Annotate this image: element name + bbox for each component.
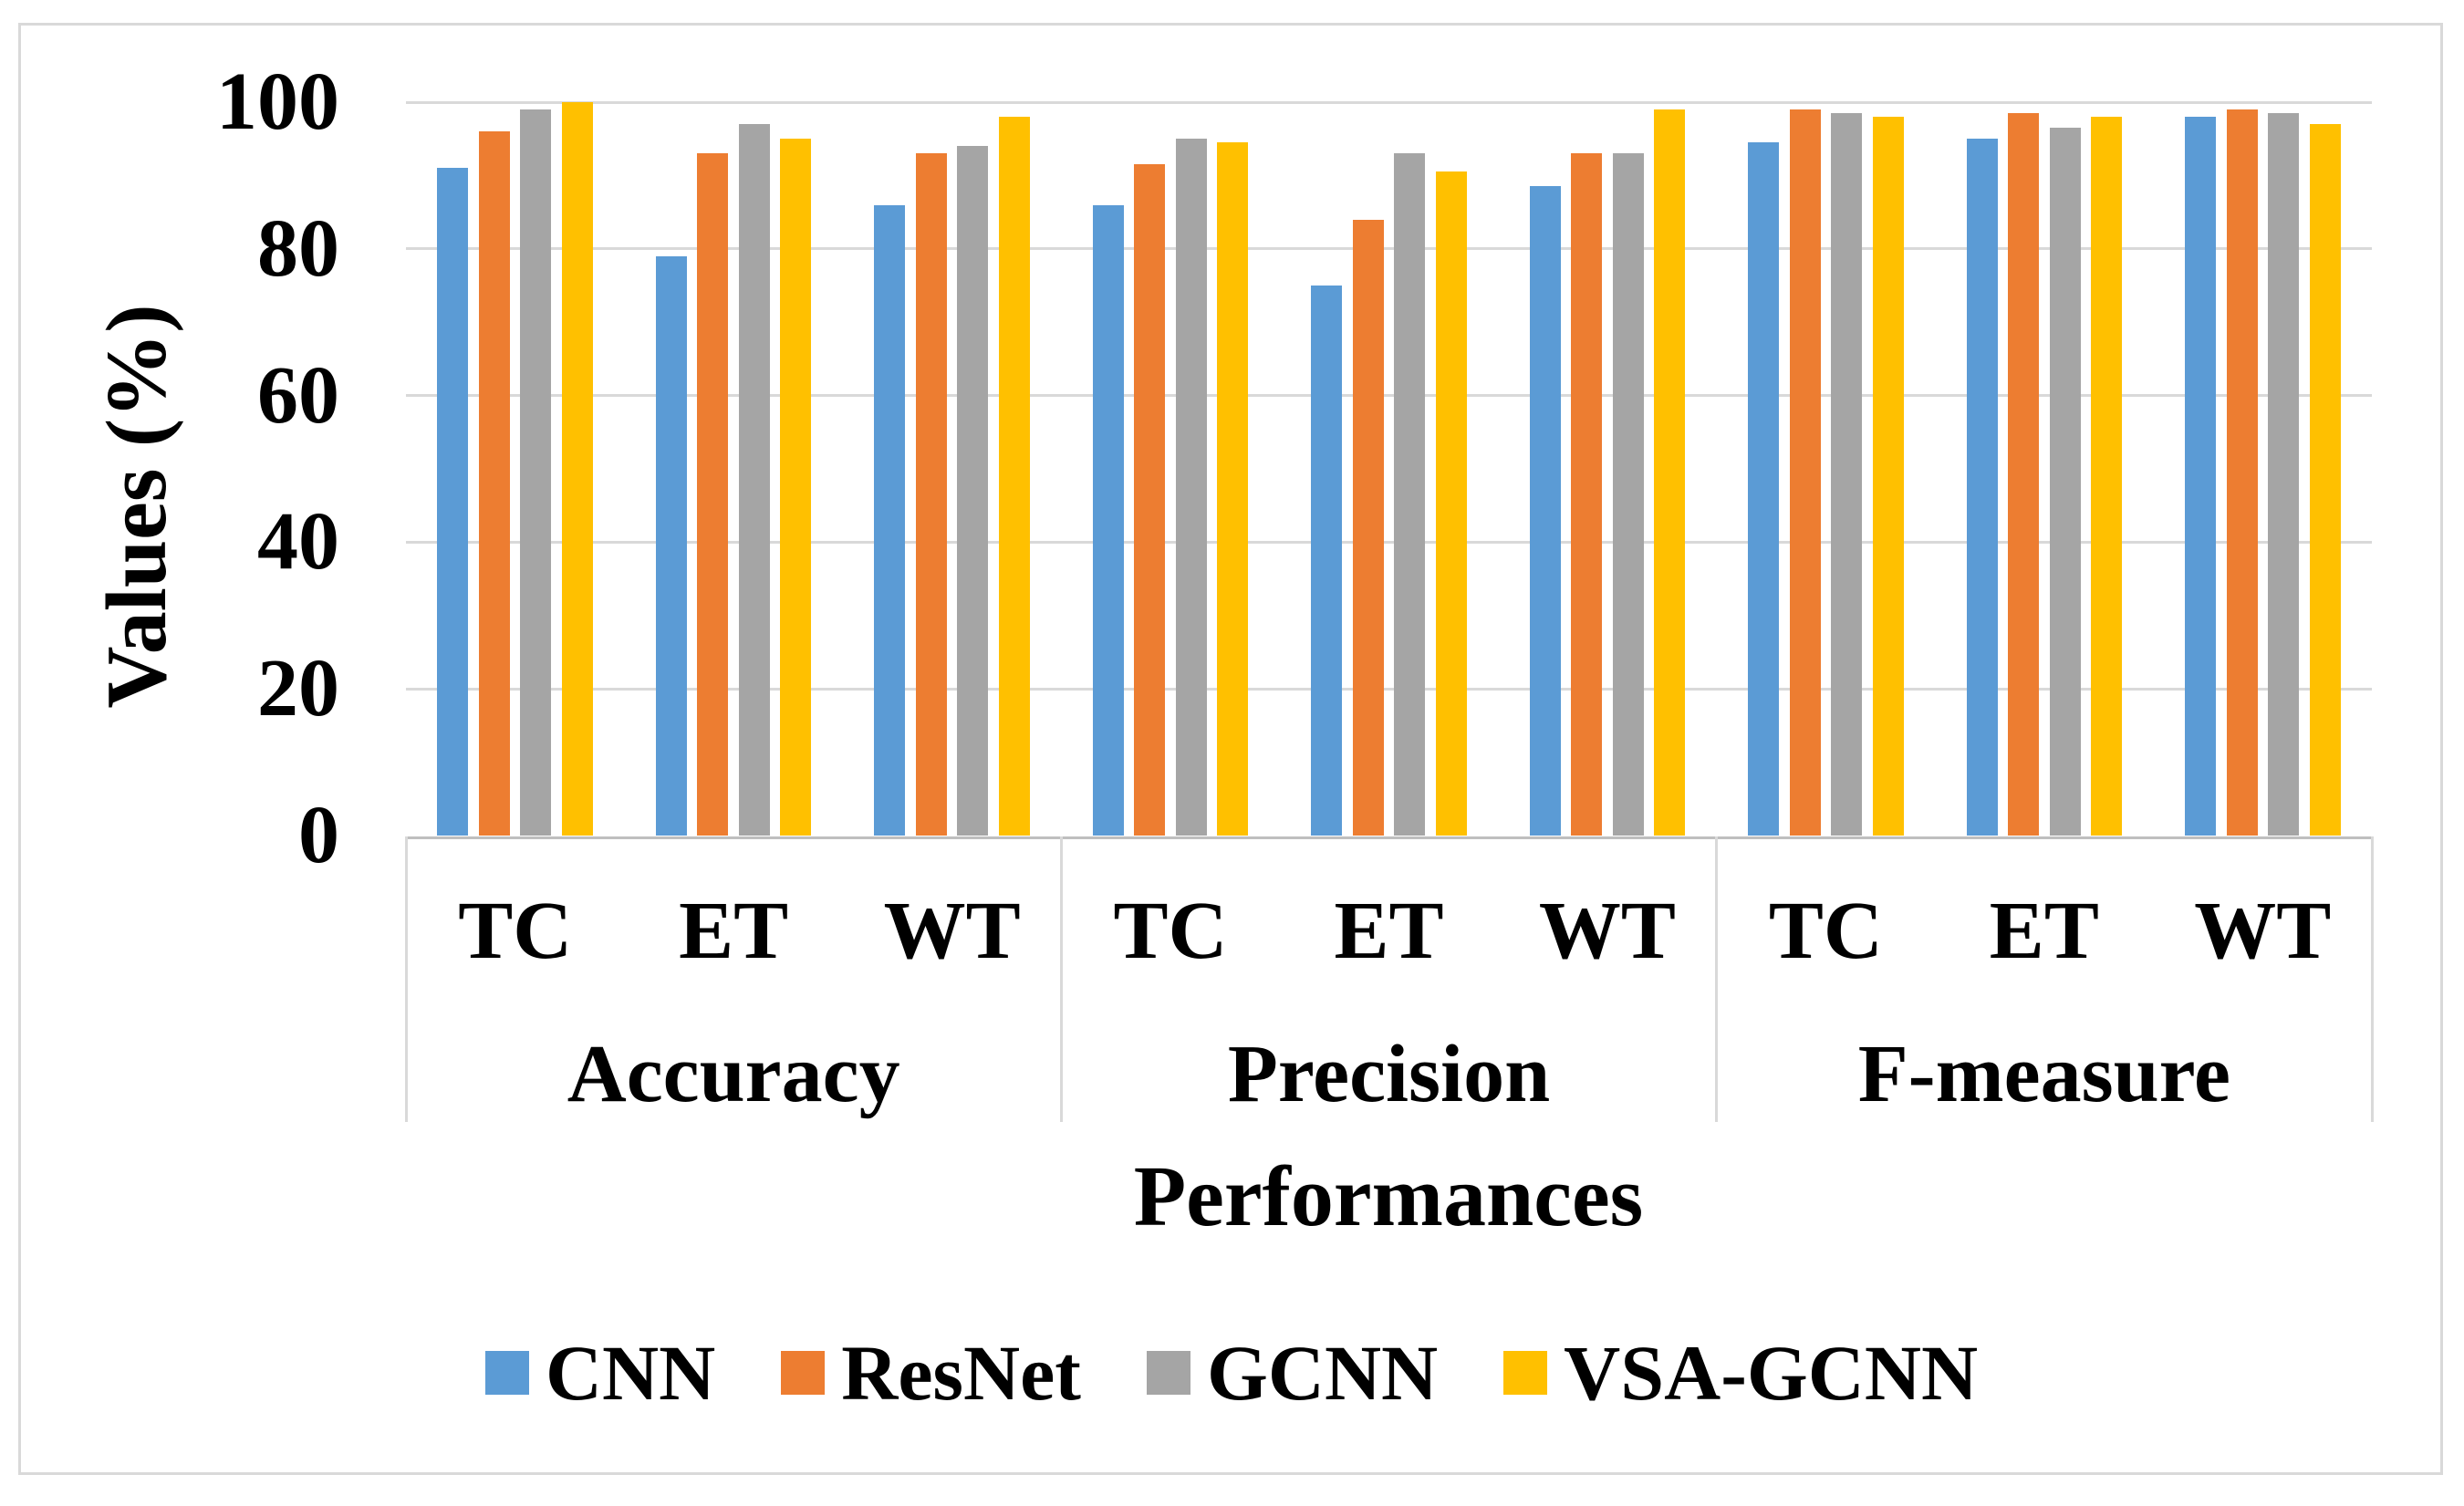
legend-label-cnn: CNN [545,1329,716,1417]
category-label-F-measure WT: WT [2194,885,2332,976]
gridline-20 [406,687,2372,691]
bar-CNN-Precision ET [1311,286,1343,836]
y-tick-60: 60 [257,350,339,441]
bar-VSA-GCNN-Accuracy WT [998,117,1030,836]
legend-item-gcnn: GCNN [1146,1327,1439,1418]
category-label-Precision ET: ET [1334,885,1444,976]
category-label-Accuracy TC: TC [458,885,573,976]
y-tick-20: 20 [257,643,339,733]
legend-label-vsa-gcnn: VSA-GCNN [1564,1329,1979,1417]
category-separator-3 [1059,836,1063,1122]
legend-label-gcnn: GCNN [1206,1329,1439,1417]
legend-label-resnet: ResNet [841,1329,1081,1417]
bar-VSA-GCNN-Precision WT [1654,109,1686,836]
bar-CNN-F-measure WT [2185,117,2217,836]
bar-GCNN-F-measure WT [2268,113,2300,836]
legend-swatch-gcnn-icon [1146,1351,1190,1395]
category-label-Accuracy WT: WT [883,885,1021,976]
bar-GCNN-Accuracy ET [738,124,770,836]
bar-CNN-Precision TC [1092,204,1124,836]
category-label-F-measure TC: TC [1768,885,1883,976]
bar-ResNet-Precision ET [1352,219,1384,836]
bar-CNN-Accuracy ET [655,255,687,836]
bar-VSA-GCNN-Precision TC [1217,142,1249,836]
group-label-Precision: Precision [1227,1029,1551,1119]
category-label-Precision TC: TC [1113,885,1228,976]
bar-ResNet-Accuracy WT [915,153,947,836]
legend-item-cnn: CNN [484,1327,716,1418]
bar-CNN-Precision WT [1529,186,1561,836]
bar-ResNet-Accuracy TC [478,131,510,836]
bar-CNN-Accuracy TC [437,168,469,836]
legend-item-vsa-gcnn: VSA-GCNN [1503,1327,1978,1418]
bar-GCNN-F-measure TC [1831,113,1863,836]
x-axis-line [406,836,2372,839]
gridline-40 [406,540,2372,544]
bar-CNN-Accuracy WT [874,204,906,836]
bar-VSA-GCNN-Precision ET [1435,171,1467,836]
category-separator-6 [1715,836,1719,1122]
bar-VSA-GCNN-Accuracy TC [561,102,593,836]
bar-ResNet-Precision TC [1134,164,1166,836]
y-tick-100: 100 [216,57,339,147]
legend-swatch-vsa-gcnn-icon [1503,1351,1548,1395]
legend: CNN ResNet GCNN VSA-GCNN [91,1304,2372,1441]
bar-ResNet-Precision WT [1571,153,1603,836]
bar-CNN-F-measure ET [1966,139,1998,836]
x-axis-title: Performances [1133,1149,1644,1244]
bar-GCNN-Accuracy TC [520,109,552,836]
bar-GCNN-F-measure ET [2049,128,2081,836]
bar-CNN-F-measure TC [1748,142,1780,836]
category-separator-0 [404,836,408,1122]
category-label-F-measure ET: ET [1989,885,2099,976]
y-tick-80: 80 [257,203,339,294]
gridline-100 [406,100,2372,104]
legend-swatch-resnet-icon [781,1351,826,1395]
legend-item-resnet: ResNet [781,1327,1081,1418]
group-label-F-measure: F-measure [1857,1029,2230,1119]
bar-GCNN-Accuracy WT [957,146,989,836]
legend-swatch-cnn-icon [484,1351,529,1395]
bar-VSA-GCNN-F-measure ET [2091,117,2123,836]
bar-GCNN-Precision WT [1612,153,1644,836]
y-tick-40: 40 [257,496,339,587]
bar-ResNet-Accuracy ET [697,153,729,836]
category-label-Precision WT: WT [1538,885,1676,976]
bar-VSA-GCNN-F-measure WT [2309,124,2341,836]
y-tick-0: 0 [298,790,339,880]
group-label-Accuracy: Accuracy [567,1029,900,1119]
category-separator-9 [2370,836,2374,1122]
gridline-80 [406,247,2372,251]
bar-GCNN-Precision TC [1175,139,1207,836]
bar-GCNN-Precision ET [1394,153,1426,836]
bar-VSA-GCNN-Accuracy ET [780,139,812,836]
bar-ResNet-F-measure WT [2226,109,2258,836]
bar-VSA-GCNN-F-measure TC [1872,117,1904,836]
bar-ResNet-F-measure ET [2008,113,2040,836]
category-label-Accuracy ET: ET [679,885,789,976]
bar-ResNet-F-measure TC [1789,109,1821,836]
gridline-60 [406,394,2372,398]
